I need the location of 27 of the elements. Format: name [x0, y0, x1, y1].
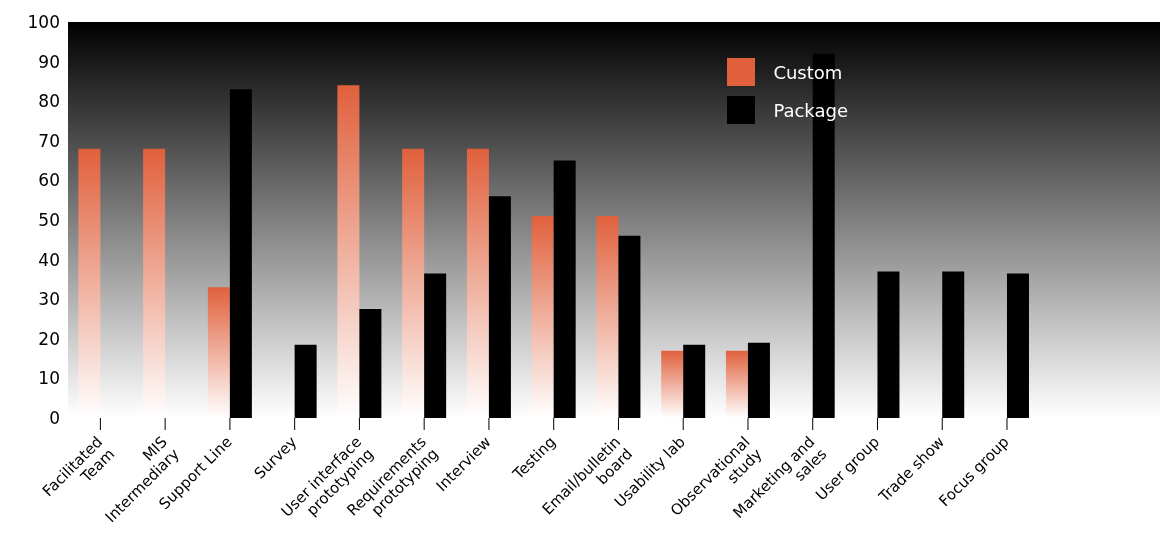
- y-tick-label: 0: [49, 408, 60, 429]
- bar: [488, 196, 511, 418]
- y-tick-label: 20: [38, 328, 60, 349]
- bar: [424, 273, 447, 418]
- bar: [553, 160, 576, 418]
- bar: [661, 350, 684, 418]
- y-tick-label: 50: [38, 210, 60, 231]
- bar: [747, 342, 770, 418]
- bar: [725, 350, 748, 418]
- bar: [294, 344, 317, 418]
- bar: [683, 344, 706, 418]
- bar: [359, 309, 382, 418]
- y-tick-label: 10: [38, 368, 60, 389]
- bar: [618, 235, 641, 418]
- y-tick-label: 70: [38, 130, 60, 151]
- bar: [942, 271, 965, 418]
- y-tick-label: 90: [38, 51, 60, 72]
- y-tick-label: 40: [38, 249, 60, 270]
- bar: [1006, 273, 1029, 418]
- y-tick-label: 100: [27, 12, 60, 33]
- y-tick-label: 80: [38, 91, 60, 112]
- bar: [229, 89, 252, 418]
- bar: [877, 271, 900, 418]
- legend-label: Package: [773, 99, 848, 121]
- legend-label: Custom: [773, 61, 843, 83]
- y-tick-label: 30: [38, 289, 60, 310]
- y-tick-label: 60: [38, 170, 60, 191]
